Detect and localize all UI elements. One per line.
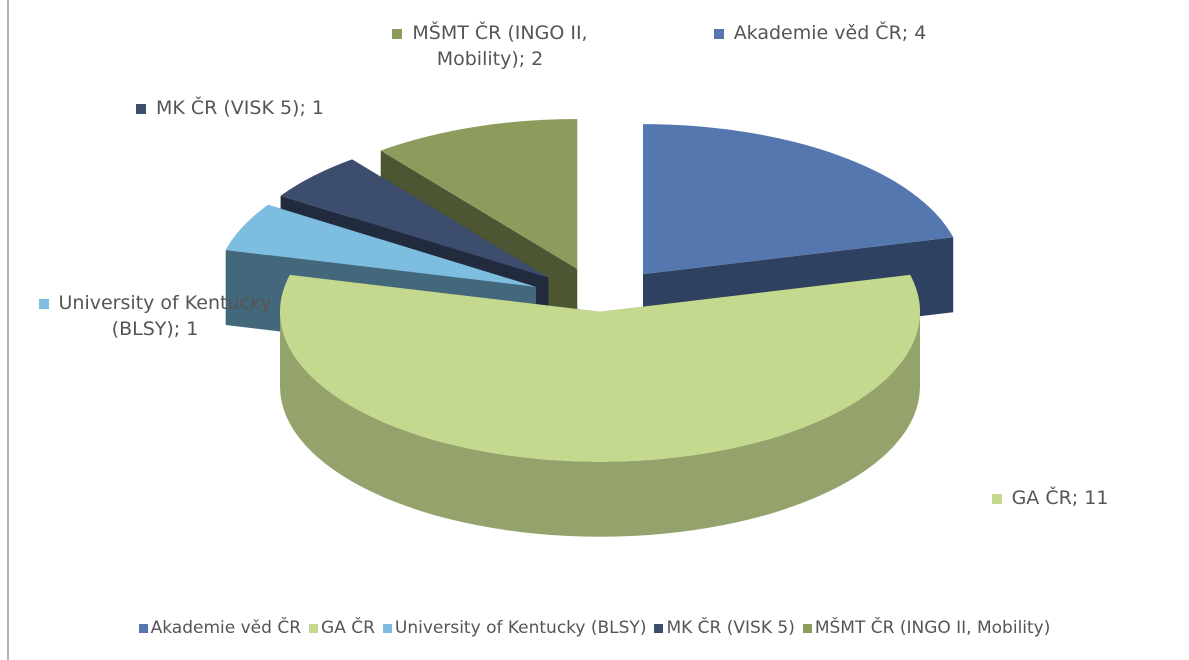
- legend-swatch: [382, 623, 392, 633]
- slice-top: [225, 204, 536, 287]
- slice-side: [280, 311, 920, 537]
- data-label: GA ČR; 11: [950, 485, 1150, 511]
- slice-top: [380, 118, 578, 269]
- data-label: University of Kentucky (BLSY); 1: [20, 290, 290, 342]
- legend-item: MK ČR (VISK 5): [654, 618, 795, 638]
- data-label-text: Akademie věd ČR; 4: [733, 22, 927, 44]
- legend-swatch: [309, 623, 319, 633]
- legend-text: Akademie věd ČR: [150, 618, 302, 638]
- data-label: MŠMT ČR (INGO II, Mobility); 2: [350, 20, 630, 72]
- data-label: Akademie věd ČR; 4: [690, 20, 950, 46]
- legend-item: GA ČR: [309, 618, 375, 638]
- legend-item: MŠMT ČR (INGO II, Mobility): [802, 618, 1051, 638]
- legend-text: GA ČR: [321, 618, 375, 638]
- label-swatch: [991, 493, 1002, 504]
- slice-top: [279, 274, 921, 462]
- data-label-text: University of Kentucky (BLSY); 1: [58, 292, 272, 340]
- legend-swatch: [802, 623, 812, 633]
- slice-top: [642, 124, 954, 275]
- data-label-text: MK ČR (VISK 5); 1: [155, 97, 324, 119]
- label-swatch: [38, 298, 49, 309]
- data-label-text: MŠMT ČR (INGO II, Mobility); 2: [412, 22, 588, 70]
- legend-item: University of Kentucky (BLSY): [382, 618, 647, 638]
- data-label: MK ČR (VISK 5); 1: [95, 95, 365, 121]
- legend-swatch: [138, 623, 148, 633]
- slice-top: [280, 159, 549, 278]
- legend: Akademie věd ČR GA ČR University of Kentuc…: [0, 618, 1189, 638]
- label-swatch: [713, 28, 724, 39]
- legend-text: MŠMT ČR (INGO II, Mobility): [814, 618, 1051, 638]
- legend-text: University of Kentucky (BLSY): [394, 618, 647, 638]
- data-label-text: GA ČR; 11: [1011, 487, 1109, 509]
- label-swatch: [135, 103, 146, 114]
- label-swatch: [392, 28, 403, 39]
- legend-swatch: [654, 623, 664, 633]
- slice: [279, 274, 921, 537]
- legend-item: Akademie věd ČR: [138, 618, 302, 638]
- legend-text: MK ČR (VISK 5): [666, 618, 795, 638]
